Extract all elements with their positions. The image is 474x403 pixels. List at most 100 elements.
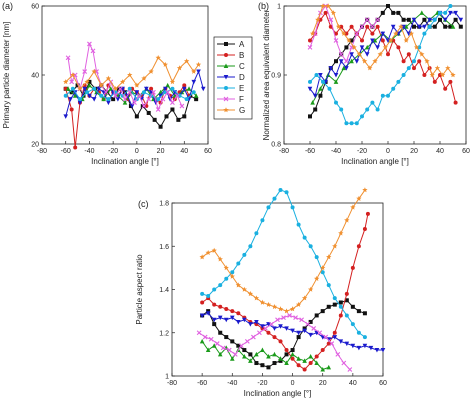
point-g-c — [283, 308, 290, 314]
point-d-c — [380, 348, 386, 353]
point-e-a — [70, 86, 75, 91]
point-d-a — [87, 93, 92, 99]
point-d-b — [333, 73, 339, 78]
point-g-c — [314, 275, 320, 281]
point-e-b — [417, 45, 422, 50]
point-d-a — [63, 114, 69, 119]
point-a-c — [332, 302, 337, 307]
point-g-c — [217, 256, 223, 262]
point-g-c — [301, 295, 308, 301]
point-e-c — [332, 296, 337, 301]
point-a-a — [152, 117, 157, 122]
point-d-b — [318, 73, 323, 78]
point-b-b — [349, 24, 354, 29]
series-d-b — [307, 10, 464, 99]
panel-b: -80 -60 -40 -20 0 20 40 60 0.8 0.9 1 Inclination an… — [258, 1, 470, 166]
point-d-c — [284, 326, 289, 331]
point-d-c — [211, 317, 217, 323]
point-d-c — [223, 317, 229, 323]
point-e-b — [370, 100, 375, 105]
point-c-c — [302, 358, 307, 363]
series-c-c — [199, 338, 332, 372]
y-tick-label-b: 0.8 — [271, 142, 281, 149]
point-c-b — [364, 44, 370, 50]
series-line-f-a — [67, 42, 183, 111]
point-c-c — [254, 351, 259, 357]
legend-label-b: B — [239, 51, 244, 60]
point-b-c — [320, 348, 325, 353]
point-c-a — [94, 89, 99, 95]
x-tick-label-c: 0 — [291, 380, 295, 387]
point-b-c — [218, 304, 223, 309]
x-tick-label-b: -80 — [279, 148, 289, 155]
point-c-c — [314, 360, 319, 366]
point-f-c — [347, 367, 353, 372]
point-e-b — [360, 114, 364, 119]
point-b-b — [417, 59, 422, 64]
point-b-b — [412, 66, 416, 71]
point-a-c — [230, 339, 235, 344]
point-d-c — [260, 324, 265, 329]
point-b-a — [182, 83, 187, 88]
series-line-a-c — [201, 299, 366, 368]
point-b-b — [438, 73, 442, 77]
point-g-a — [148, 68, 154, 74]
point-e-b — [344, 121, 349, 126]
legend-marker-a — [224, 42, 228, 46]
point-c-c — [278, 356, 283, 361]
point-e-b — [334, 100, 338, 105]
point-e-a — [92, 86, 97, 91]
point-e-b — [438, 10, 442, 15]
point-d-c — [278, 324, 283, 329]
legend-marker-g — [223, 107, 229, 113]
point-e-c — [272, 196, 277, 201]
point-a-b — [334, 59, 338, 64]
point-g-c — [199, 254, 205, 260]
point-g-a — [169, 79, 176, 85]
point-f-a — [69, 79, 75, 85]
point-g-a — [98, 82, 104, 88]
point-f-a — [146, 96, 152, 102]
point-b-c — [266, 330, 271, 335]
point-b-b — [448, 79, 453, 84]
point-f-a — [113, 93, 118, 99]
point-g-c — [229, 273, 235, 279]
point-c-c — [211, 343, 217, 348]
point-b-c — [278, 339, 283, 344]
point-c-b — [318, 86, 323, 91]
point-a-a — [146, 110, 151, 115]
legend-label-c: C — [239, 62, 245, 71]
point-g-b — [325, 3, 331, 9]
point-a-a — [158, 124, 163, 129]
point-b-c — [362, 226, 367, 231]
point-d-a — [196, 69, 201, 75]
point-g-b — [335, 23, 342, 29]
legend-marker-f — [223, 96, 229, 102]
point-e-a — [141, 90, 146, 95]
point-f-c — [323, 334, 329, 340]
x-tick-label-c: -80 — [167, 380, 177, 387]
point-f-a — [127, 89, 133, 95]
point-e-b — [339, 107, 344, 112]
point-d-b — [307, 86, 313, 92]
point-d-c — [236, 319, 241, 325]
point-f-a — [165, 89, 171, 95]
point-f-a — [174, 93, 180, 99]
point-g-b — [341, 30, 347, 36]
legend-label-f: F — [239, 95, 244, 104]
point-a-c — [212, 322, 217, 327]
point-b-c — [224, 306, 229, 311]
point-e-b — [443, 10, 448, 15]
point-g-c — [332, 243, 338, 249]
point-a-a — [194, 97, 199, 102]
point-d-c — [356, 345, 362, 351]
point-f-a — [151, 89, 156, 95]
point-a-a — [75, 83, 80, 88]
point-g-c — [223, 265, 229, 271]
point-c-b — [403, 24, 409, 29]
point-g-b — [372, 58, 378, 64]
point-e-a — [106, 97, 111, 102]
point-e-b — [375, 107, 380, 112]
point-e-c — [206, 293, 211, 298]
point-d-a — [181, 86, 187, 92]
